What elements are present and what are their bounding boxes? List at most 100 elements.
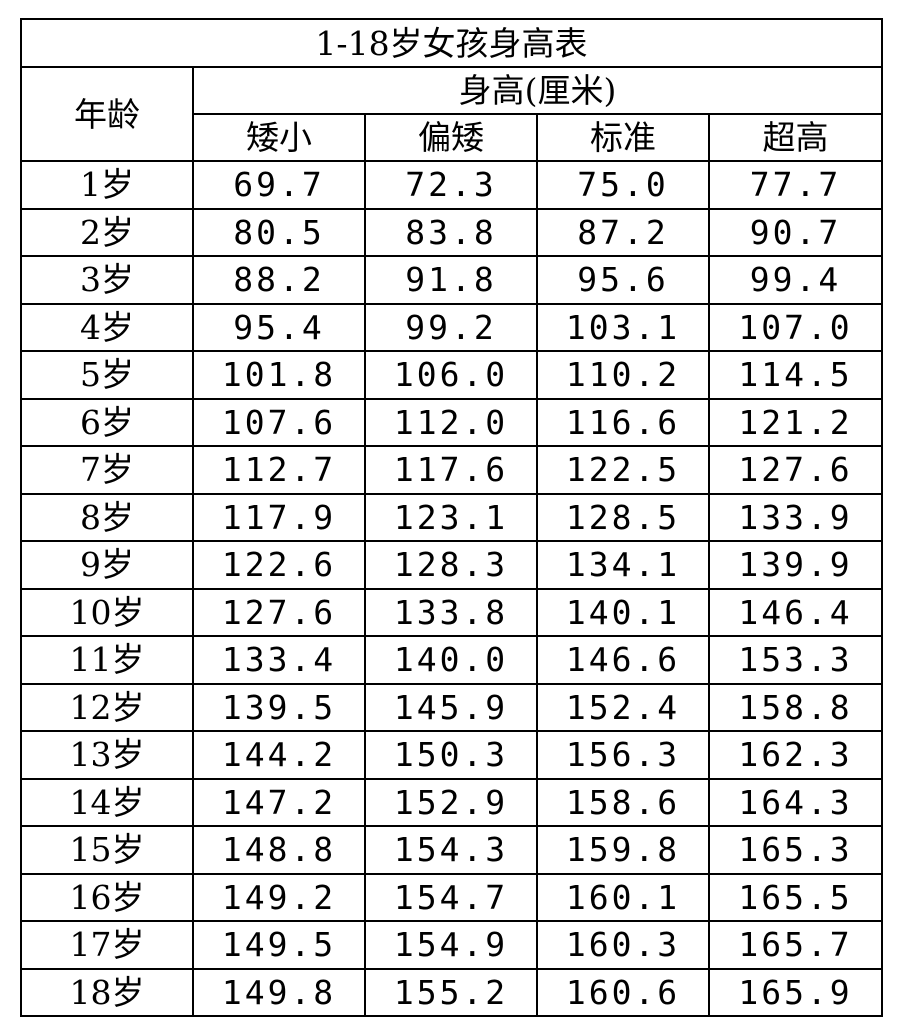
table-row: 18岁 149.8 155.2 160.6 165.9 bbox=[20, 967, 883, 1017]
age-cell: 18岁 bbox=[20, 967, 194, 1017]
age-cell: 11岁 bbox=[20, 635, 194, 685]
height-value-cell: 165.9 bbox=[708, 967, 883, 1017]
table-row: 12岁 139.5 145.9 152.4 158.8 bbox=[20, 682, 883, 732]
table-title: 1-18岁女孩身高表 bbox=[20, 18, 883, 68]
height-value-cell: 121.2 bbox=[708, 397, 883, 447]
height-value-cell: 146.4 bbox=[708, 587, 883, 637]
table-row: 2岁 80.5 83.8 87.2 90.7 bbox=[20, 207, 883, 257]
height-value-cell: 149.8 bbox=[192, 967, 366, 1017]
height-value-cell: 150.3 bbox=[364, 730, 538, 780]
table-row: 8岁 117.9 123.1 128.5 133.9 bbox=[20, 492, 883, 542]
height-value-cell: 95.6 bbox=[536, 255, 710, 305]
height-value-cell: 107.0 bbox=[708, 302, 883, 352]
age-header: 年龄 bbox=[20, 66, 194, 162]
table-row: 15岁 148.8 154.3 159.8 165.3 bbox=[20, 825, 883, 875]
height-value-cell: 154.3 bbox=[364, 825, 538, 875]
age-cell: 7岁 bbox=[20, 445, 194, 495]
table-row: 14岁 147.2 152.9 158.6 164.3 bbox=[20, 777, 883, 827]
table-row: 7岁 112.7 117.6 122.5 127.6 bbox=[20, 445, 883, 495]
height-value-cell: 122.5 bbox=[536, 445, 710, 495]
age-cell: 3岁 bbox=[20, 255, 194, 305]
height-value-cell: 107.6 bbox=[192, 397, 366, 447]
height-value-cell: 116.6 bbox=[536, 397, 710, 447]
height-value-cell: 88.2 bbox=[192, 255, 366, 305]
age-cell: 16岁 bbox=[20, 872, 194, 922]
height-value-cell: 144.2 bbox=[192, 730, 366, 780]
height-value-cell: 91.8 bbox=[364, 255, 538, 305]
height-value-cell: 83.8 bbox=[364, 207, 538, 257]
height-header: 身高(厘米) bbox=[192, 66, 883, 115]
column-header-standard: 标准 bbox=[536, 113, 710, 162]
height-value-cell: 69.7 bbox=[192, 160, 366, 210]
age-cell: 12岁 bbox=[20, 682, 194, 732]
height-value-cell: 154.9 bbox=[364, 920, 538, 970]
height-value-cell: 112.0 bbox=[364, 397, 538, 447]
table-row: 6岁 107.6 112.0 116.6 121.2 bbox=[20, 397, 883, 447]
height-value-cell: 139.9 bbox=[708, 540, 883, 590]
age-cell: 17岁 bbox=[20, 920, 194, 970]
age-cell: 9岁 bbox=[20, 540, 194, 590]
height-value-cell: 154.7 bbox=[364, 872, 538, 922]
height-value-cell: 106.0 bbox=[364, 350, 538, 400]
height-value-cell: 99.4 bbox=[708, 255, 883, 305]
age-cell: 15岁 bbox=[20, 825, 194, 875]
height-table: 1-18岁女孩身高表 年龄 身高(厘米) 矮小 偏矮 标准 超高 1岁 69.7 7… bbox=[20, 18, 883, 1017]
height-value-cell: 160.3 bbox=[536, 920, 710, 970]
height-value-cell: 164.3 bbox=[708, 777, 883, 827]
height-value-cell: 153.3 bbox=[708, 635, 883, 685]
height-value-cell: 75.0 bbox=[536, 160, 710, 210]
height-value-cell: 127.6 bbox=[192, 587, 366, 637]
height-value-cell: 77.7 bbox=[708, 160, 883, 210]
height-value-cell: 149.2 bbox=[192, 872, 366, 922]
height-value-cell: 128.5 bbox=[536, 492, 710, 542]
table-row: 1岁 69.7 72.3 75.0 77.7 bbox=[20, 160, 883, 210]
height-value-cell: 152.4 bbox=[536, 682, 710, 732]
height-value-cell: 117.9 bbox=[192, 492, 366, 542]
table-row: 13岁 144.2 150.3 156.3 162.3 bbox=[20, 730, 883, 780]
height-value-cell: 159.8 bbox=[536, 825, 710, 875]
height-value-cell: 134.1 bbox=[536, 540, 710, 590]
height-value-cell: 112.7 bbox=[192, 445, 366, 495]
height-value-cell: 148.8 bbox=[192, 825, 366, 875]
height-value-cell: 140.0 bbox=[364, 635, 538, 685]
table-row: 16岁 149.2 154.7 160.1 165.5 bbox=[20, 872, 883, 922]
title-row: 1-18岁女孩身高表 bbox=[20, 18, 883, 68]
height-value-cell: 128.3 bbox=[364, 540, 538, 590]
age-cell: 8岁 bbox=[20, 492, 194, 542]
height-value-cell: 139.5 bbox=[192, 682, 366, 732]
height-value-cell: 160.1 bbox=[536, 872, 710, 922]
table-row: 11岁 133.4 140.0 146.6 153.3 bbox=[20, 635, 883, 685]
height-value-cell: 133.4 bbox=[192, 635, 366, 685]
column-header-tall: 超高 bbox=[708, 113, 883, 162]
table-row: 17岁 149.5 154.9 160.3 165.7 bbox=[20, 920, 883, 970]
height-value-cell: 146.6 bbox=[536, 635, 710, 685]
height-value-cell: 165.3 bbox=[708, 825, 883, 875]
header-row-2: 矮小 偏矮 标准 超高 bbox=[21, 113, 883, 162]
height-value-cell: 152.9 bbox=[364, 777, 538, 827]
table-body: 1-18岁女孩身高表 年龄 身高(厘米) 矮小 偏矮 标准 超高 1岁 69.7 7… bbox=[20, 18, 883, 1017]
table-row: 5岁 101.8 106.0 110.2 114.5 bbox=[20, 350, 883, 400]
table-row: 4岁 95.4 99.2 103.1 107.0 bbox=[20, 302, 883, 352]
age-cell: 14岁 bbox=[20, 777, 194, 827]
height-value-cell: 165.7 bbox=[708, 920, 883, 970]
height-value-cell: 101.8 bbox=[192, 350, 366, 400]
height-value-cell: 80.5 bbox=[192, 207, 366, 257]
column-header-short: 矮小 bbox=[192, 113, 366, 162]
age-cell: 13岁 bbox=[20, 730, 194, 780]
age-cell: 2岁 bbox=[20, 207, 194, 257]
column-header-below-average: 偏矮 bbox=[364, 113, 538, 162]
table-row: 10岁 127.6 133.8 140.1 146.4 bbox=[20, 587, 883, 637]
height-value-cell: 122.6 bbox=[192, 540, 366, 590]
height-value-cell: 155.2 bbox=[364, 967, 538, 1017]
height-value-cell: 103.1 bbox=[536, 302, 710, 352]
height-value-cell: 114.5 bbox=[708, 350, 883, 400]
age-cell: 5岁 bbox=[20, 350, 194, 400]
height-value-cell: 160.6 bbox=[536, 967, 710, 1017]
height-value-cell: 110.2 bbox=[536, 350, 710, 400]
height-value-cell: 156.3 bbox=[536, 730, 710, 780]
age-cell: 6岁 bbox=[20, 397, 194, 447]
height-value-cell: 127.6 bbox=[708, 445, 883, 495]
height-value-cell: 90.7 bbox=[708, 207, 883, 257]
height-value-cell: 165.5 bbox=[708, 872, 883, 922]
height-value-cell: 133.8 bbox=[364, 587, 538, 637]
